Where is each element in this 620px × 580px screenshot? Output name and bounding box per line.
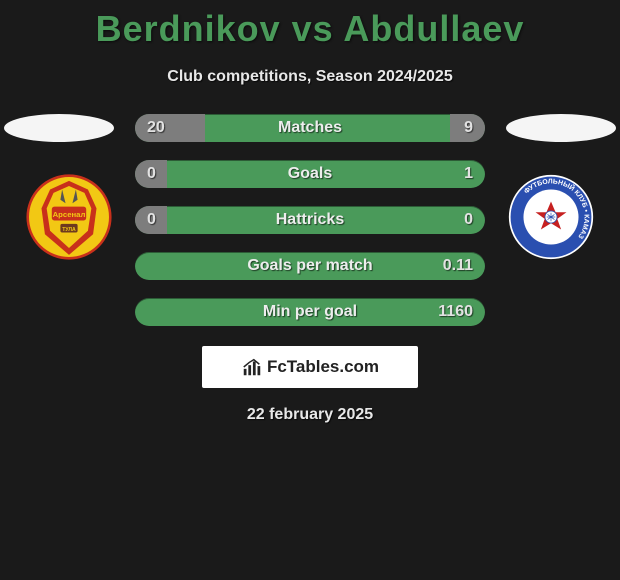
club-logo-left: Арсенал ТУЛА (26, 174, 112, 260)
stats-list: 20Matches9 0Goals1 0Hattricks0 Goals per ma… (135, 114, 485, 326)
player-right-ellipse (506, 114, 616, 142)
stat-row: 20Matches9 (135, 114, 485, 142)
player-left-ellipse (4, 114, 114, 142)
stat-row: 0Goals1 (135, 160, 485, 188)
chart-icon (241, 356, 263, 378)
club-logo-right: ФУТБОЛЬНЫЙ КЛУБ • КАМАЗ (508, 174, 594, 260)
comparison-panel: Арсенал ТУЛА ФУТБОЛЬНЫЙ КЛУБ • КАМАЗ 20M… (0, 114, 620, 424)
date-text: 22 february 2025 (0, 406, 620, 424)
svg-text:ТУЛА: ТУЛА (62, 227, 76, 233)
stat-row: Min per goal1160 (135, 298, 485, 326)
watermark-badge: FcTables.com (202, 346, 418, 388)
subtitle: Club competitions, Season 2024/2025 (0, 68, 620, 86)
stat-right-value: 9 (433, 119, 473, 137)
svg-text:Арсенал: Арсенал (53, 210, 86, 219)
stat-right-value: 1 (433, 165, 473, 183)
stat-right-value: 1160 (433, 303, 473, 321)
page-title: Berdnikov vs Abdullaev (0, 0, 620, 50)
watermark-text: FcTables.com (267, 357, 379, 377)
stat-row: 0Hattricks0 (135, 206, 485, 234)
stat-right-value: 0 (433, 211, 473, 229)
stat-row: Goals per match0.11 (135, 252, 485, 280)
stat-right-value: 0.11 (433, 257, 473, 275)
